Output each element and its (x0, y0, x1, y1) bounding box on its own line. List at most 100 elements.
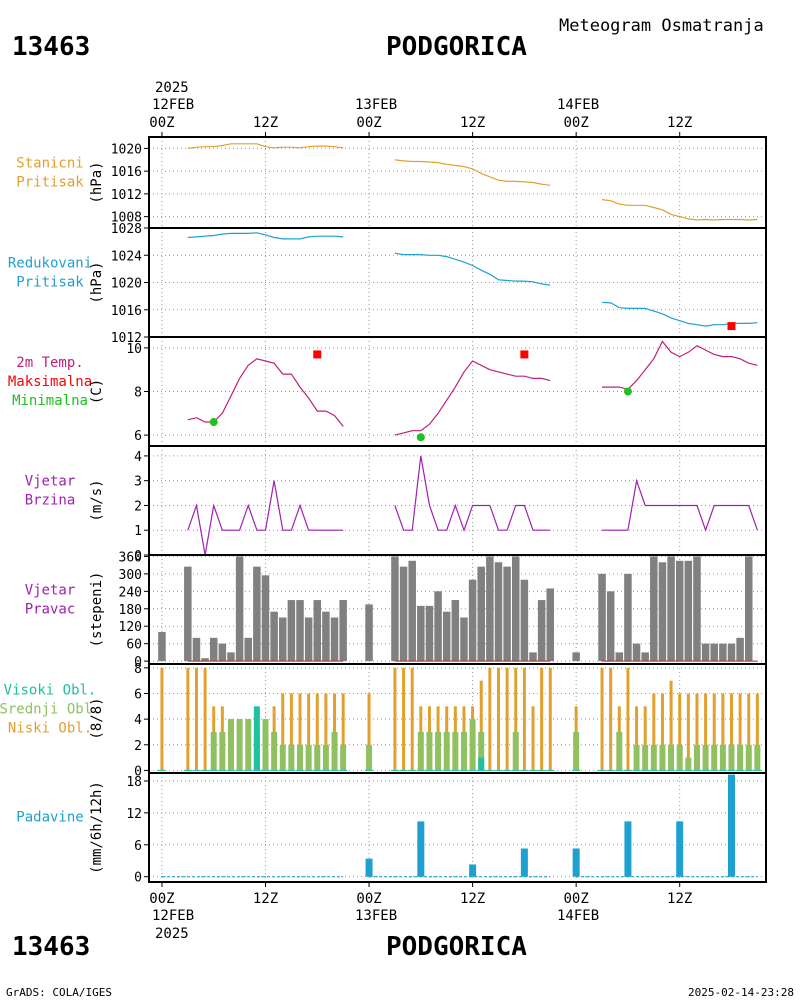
temperature-label: Minimalna (12, 393, 88, 409)
y-tick-label: 180 (119, 603, 142, 618)
low-cloud-bar (686, 693, 690, 771)
low-cloud-bar (609, 667, 613, 771)
mid-cloud-bar (642, 744, 649, 771)
wind-dir-bar (417, 605, 425, 662)
mid-cloud-bar (288, 744, 295, 771)
wind-dir-bar (650, 556, 658, 662)
mid-cloud-bar (573, 731, 580, 771)
low-cloud-bar (540, 667, 544, 771)
wind-dir-bar (192, 637, 201, 662)
low-cloud-bar (298, 693, 302, 771)
wind-dir-bar (244, 637, 252, 662)
mid-cloud-bar (668, 744, 675, 771)
wind-dir-bar (287, 600, 296, 662)
low-cloud-bar (531, 706, 535, 771)
wind-speed-label: Brzina (25, 493, 76, 509)
reduced-pressure-ylabel: (hPa) (89, 261, 105, 303)
low-cloud-bar (678, 693, 682, 771)
max-temp-marker (313, 350, 322, 359)
day-label-top-3: 14FEB (557, 97, 599, 113)
wind-speed-ylabel: (m/s) (89, 479, 105, 521)
y-tick-label: 1 (134, 524, 142, 539)
temperature-label: Maksimalna (8, 374, 92, 390)
timestamp-text: 2025-02-14-23:28 (688, 986, 794, 999)
low-cloud-bar (660, 693, 664, 771)
y-tick-label: 4 (134, 713, 142, 728)
wind-dir-bar (322, 611, 330, 662)
wind-direction-plot (158, 556, 758, 662)
wind-dir-bar (365, 604, 373, 662)
mid-cloud-bar (297, 744, 304, 771)
mid-cloud-bar (469, 719, 476, 771)
wind-dir-bar (408, 560, 416, 662)
mid-cloud-bar (435, 731, 442, 771)
station-pressure-panel: Stanicni Pritisak (hPa) 1008 1012 1016 1020 (16, 136, 767, 229)
mid-cloud-bar (219, 731, 226, 771)
hour-label-bottom: 12Z (253, 891, 278, 907)
station-pressure-label: Stanicni (16, 156, 83, 172)
low-cloud-bar (635, 706, 639, 771)
hour-label-bottom: 12Z (460, 891, 485, 907)
mid-cloud-bar (322, 744, 329, 771)
wind-dir-bar (529, 652, 537, 662)
day-label-bottom-3: 14FEB (557, 908, 599, 924)
y-tick-label: 6 (134, 839, 142, 854)
reduced-pressure-grid (149, 228, 766, 337)
mid-cloud-bar (693, 744, 700, 771)
y-tick-label: 6 (134, 429, 142, 444)
wind-dir-bar (486, 556, 494, 662)
mid-cloud-bar (236, 719, 243, 771)
precip-bar (624, 821, 632, 877)
mid-cloud-bar (616, 731, 623, 771)
hour-label-top: 12Z (667, 115, 692, 131)
low-cloud-bar (341, 693, 345, 771)
min-temp-marker (623, 387, 632, 396)
precip-bar (727, 774, 735, 877)
credit-text: GrADS: COLA/IGES (6, 986, 112, 999)
y-tick-label: 1016 (111, 304, 142, 319)
min-temp-marker (209, 418, 218, 427)
mid-cloud-bar (305, 744, 312, 771)
precipitation-grid (149, 773, 766, 882)
reduced-pressure-series-line (187, 232, 344, 240)
mid-cloud-bar (331, 731, 338, 771)
low-cloud-bar (695, 693, 699, 771)
wind-dir-bar (468, 579, 477, 662)
y-tick-label: 1020 (111, 142, 142, 157)
y-tick-label: 1012 (111, 331, 142, 346)
y-tick-label: 360 (119, 550, 142, 565)
mid-cloud-bar (271, 731, 278, 771)
low-cloud-bar (496, 667, 500, 771)
wind-speed-series-line (394, 455, 551, 533)
station-pressure-series-line (601, 199, 758, 221)
wind-speed-plot (187, 455, 758, 555)
mid-cloud-bar (745, 744, 752, 771)
day-label-top-1: 12FEB (152, 97, 194, 113)
wind-dir-bar (546, 588, 555, 662)
temperature-ylabel: (C) (89, 379, 105, 404)
y-tick-label: 0 (134, 871, 142, 886)
wind-dir-bar (494, 562, 503, 662)
high-cloud-bar (253, 706, 260, 771)
hour-label-top: 00Z (149, 115, 174, 131)
chart-subtitle: Meteogram Osmatranja (559, 16, 764, 36)
wind-dir-bar (736, 637, 744, 662)
wind-dir-bar (434, 591, 442, 662)
low-cloud-bar (402, 667, 406, 771)
y-tick-label: 18 (126, 775, 142, 790)
day-label-top-2: 13FEB (355, 97, 397, 113)
mid-cloud-bar (512, 731, 519, 771)
cloud-cover-plot (157, 667, 762, 771)
wind-dir-bar (184, 566, 192, 662)
wind-dir-bar (279, 617, 287, 662)
low-cloud-bar (729, 693, 733, 771)
reduced-pressure-panel: Redukovani Pritisak (hPa) 1012 1016 1020 1024 1… (8, 222, 767, 346)
precip-bar (417, 821, 425, 877)
wind-dir-bar (261, 575, 270, 662)
day-label-bottom-2: 13FEB (355, 908, 397, 924)
mid-cloud-bar (227, 719, 234, 771)
hour-label-bottom: 00Z (356, 891, 381, 907)
wind-dir-bar (511, 556, 520, 662)
low-cloud-bar (514, 667, 518, 771)
mid-cloud-bar (314, 744, 321, 771)
